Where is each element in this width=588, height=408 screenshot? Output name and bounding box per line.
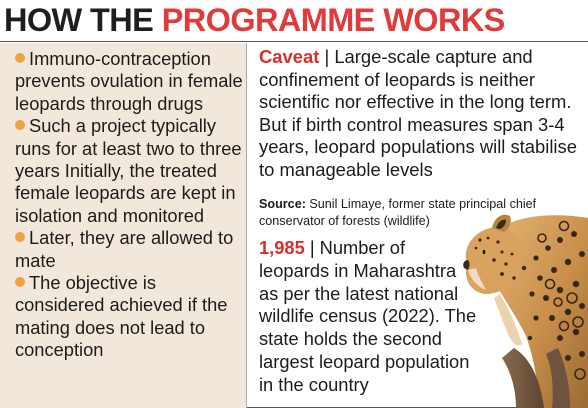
stat-number: 1,985	[259, 237, 305, 258]
point-item: Later, they are allowed to mate	[15, 227, 234, 271]
caveat-separator: |	[319, 46, 335, 67]
title-part-dark: HOW THE	[4, 2, 162, 38]
left-points-list: Immuno-contraception prevents ovulation …	[15, 48, 243, 362]
source-credit: Source: Sunil Limaye, former state princ…	[259, 196, 579, 229]
source-label: Source:	[259, 197, 306, 211]
caveat-block: Caveat | Large-scale capture and confine…	[259, 46, 585, 182]
title-part-red: PROGRAMME WORKS	[161, 2, 506, 38]
orange-dot-icon	[15, 232, 25, 243]
orange-dot-icon	[15, 53, 25, 63]
stat-block: 1,985 | Number of leopards in Maharashtr…	[259, 237, 479, 397]
left-panel	[0, 43, 247, 408]
stat-separator: |	[304, 237, 320, 258]
source-text: Sunil Limaye, former state principal chi…	[259, 197, 537, 228]
page-title: HOW THE PROGRAMME WORKS	[4, 1, 505, 39]
orange-dot-icon	[15, 120, 25, 131]
caveat-label: Caveat	[259, 46, 320, 67]
leopard-photo	[463, 214, 588, 408]
stat-text: Number of leopards in Maharashtra as per…	[259, 237, 477, 395]
orange-dot-icon	[15, 277, 25, 288]
point-item: Immuno-contraception prevents ovulation …	[15, 48, 243, 114]
point-item: The objective is considered achieved if …	[15, 272, 228, 361]
point-item: Such a project typically runs for at lea…	[15, 115, 242, 226]
top-rule	[0, 41, 588, 42]
caveat-text: Large-scale capture and confinement of l…	[259, 46, 577, 180]
